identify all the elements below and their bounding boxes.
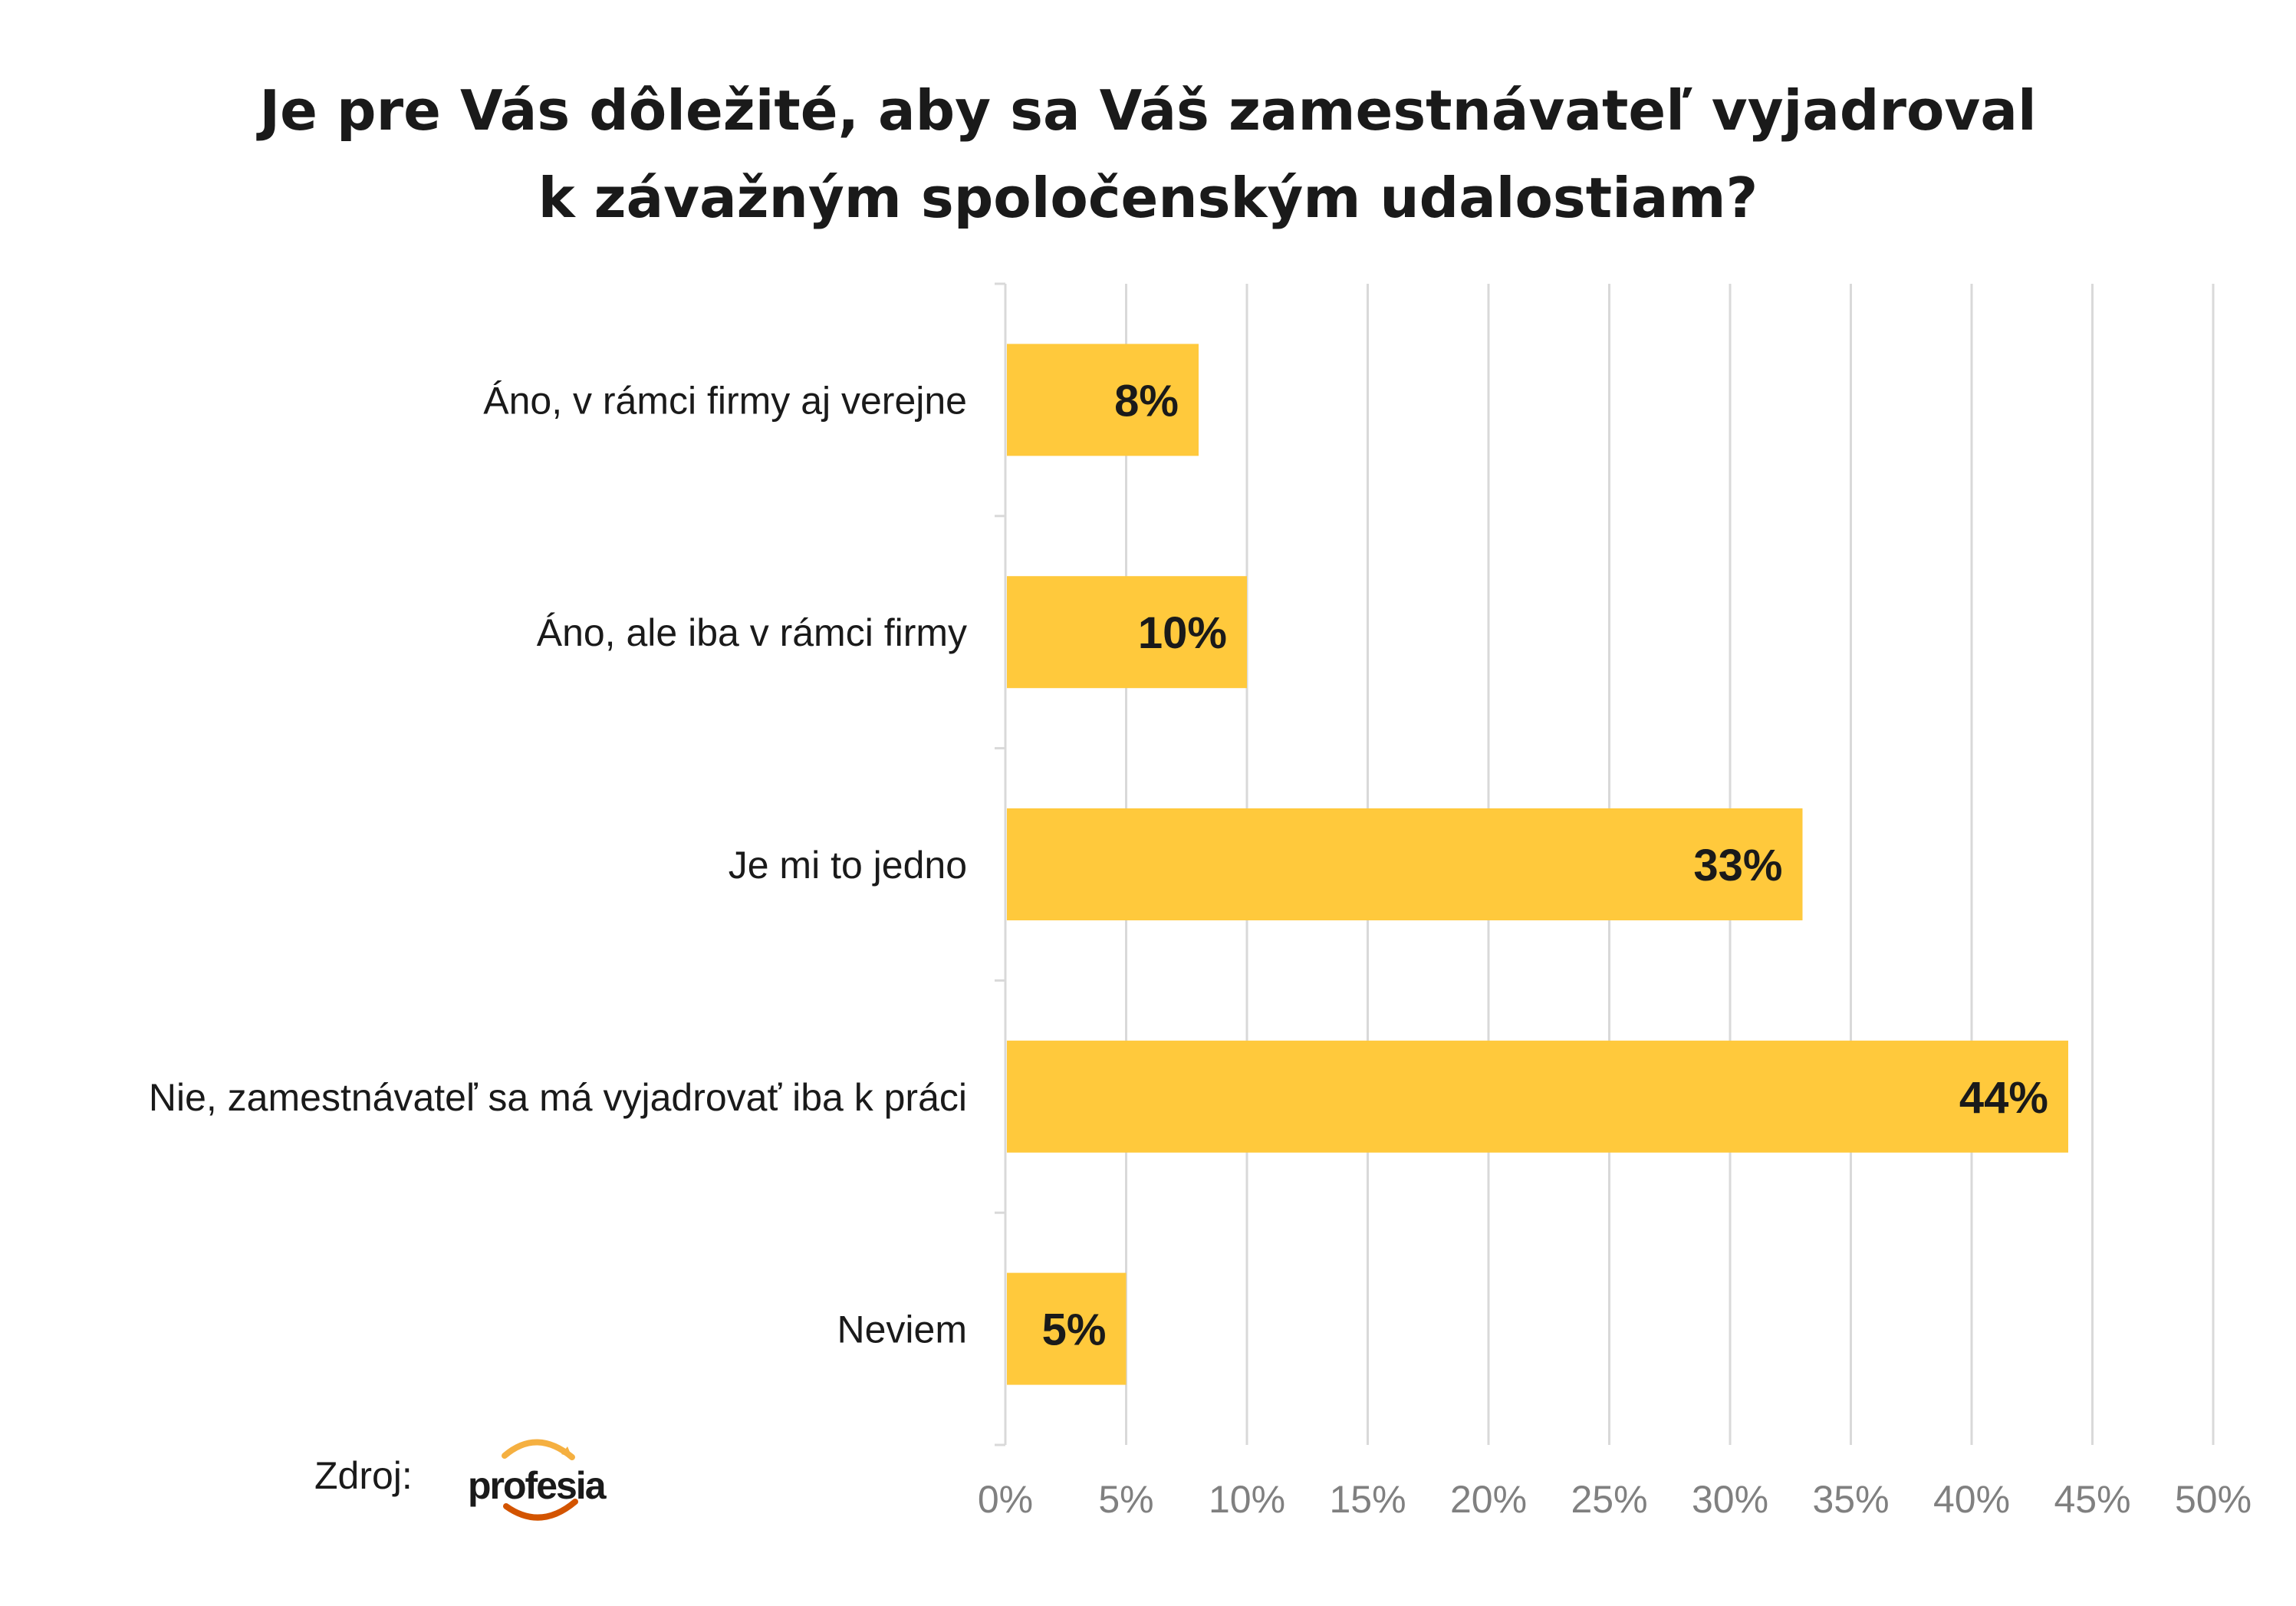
x-tick-label-25: 25% [1571,1478,1647,1521]
category-label-5: Neviem [837,1308,967,1351]
x-tick-label-45: 45% [2054,1478,2130,1521]
logo-arcs-icon [502,1439,578,1521]
x-tick-label-5: 5% [1098,1478,1153,1521]
x-tick-label-0: 0% [978,1478,1033,1521]
category-label-4: Nie, zamestnávateľ sa má vyjadrovať iba … [149,1076,967,1119]
profesia-logo: profesia [460,1427,613,1526]
data-label-2: 10% [1138,608,1227,658]
data-label-1: 8% [1114,376,1179,426]
source-label: Zdroj: [314,1454,413,1497]
bar-4 [1007,1040,2068,1153]
x-tick-label-30: 30% [1692,1478,1768,1521]
data-label-4: 44% [1959,1073,2048,1123]
x-tick-label-15: 15% [1329,1478,1406,1521]
logo-text: profesia [468,1464,607,1507]
chart-title-line-1: Je pre Vás dôležité, aby sa Váš zamestná… [259,78,2037,143]
category-label-3: Je mi to jedno [729,844,967,887]
x-tick-label-20: 20% [1450,1478,1527,1521]
category-label-1: Áno, v rámci firmy aj verejne [483,379,967,422]
chart-title-line-2: k závažným spoločenským udalostiam? [538,166,1758,230]
x-tick-label-35: 35% [1812,1478,1889,1521]
x-tick-label-40: 40% [1933,1478,2010,1521]
bar-2 [1007,576,1247,689]
bar-1 [1007,344,1199,456]
x-tick-label-10: 10% [1209,1478,1285,1521]
data-label-3: 33% [1693,841,1782,890]
x-tick-label-50: 50% [2175,1478,2252,1521]
bar-5 [1007,1272,1127,1385]
data-label-5: 5% [1042,1305,1107,1355]
category-label-2: Áno, ale iba v rámci firmy [537,611,967,654]
bar-3 [1007,808,1803,920]
